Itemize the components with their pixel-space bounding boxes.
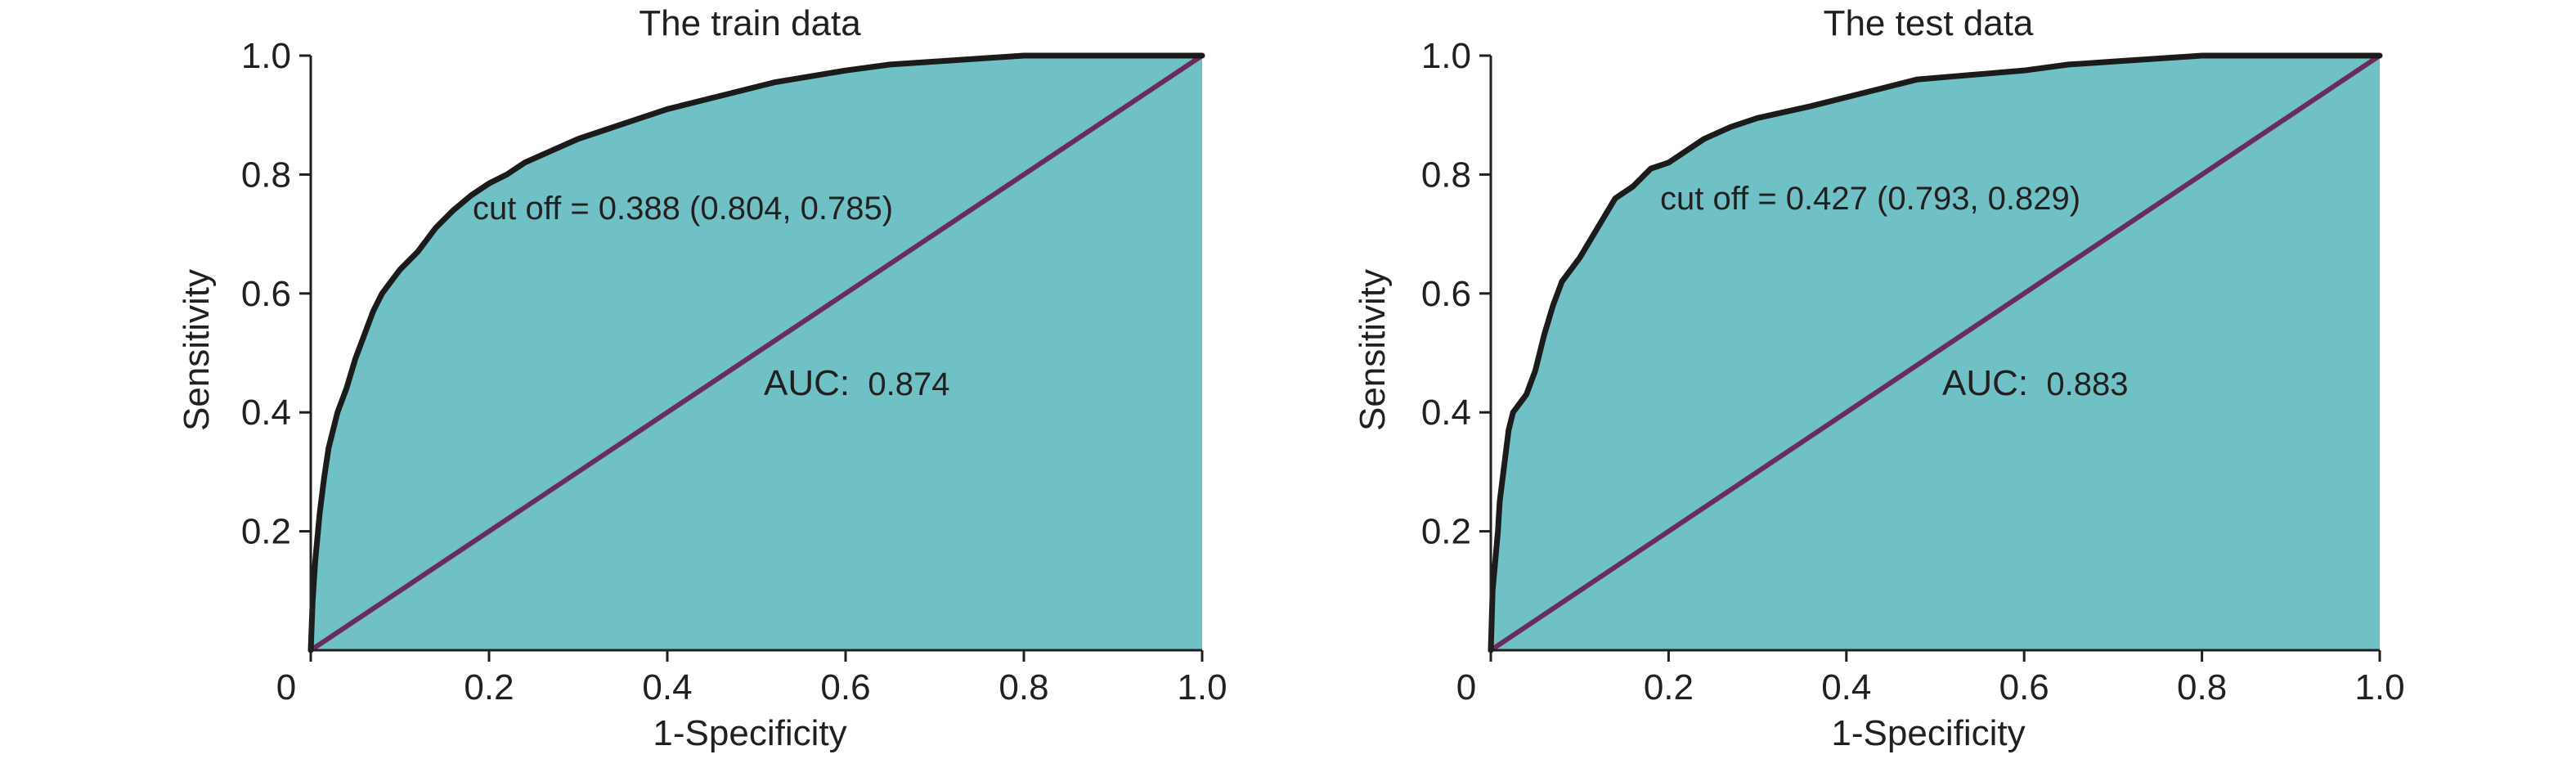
roc-curve [1488,52,2383,653]
roc-curve [307,52,1205,653]
x-tick-label: 0.8 [2177,667,2227,707]
auc-label: AUC: [1942,363,2028,403]
chart-title: The train data [639,3,861,43]
x-tick-label: 1.0 [1177,667,1227,707]
y-tick-label: 1.0 [241,36,291,76]
y-tick-label: 0.4 [241,393,291,433]
auc-value: 0.883 [2046,366,2128,402]
x-tick-label: 0.2 [1644,667,1694,707]
y-axis-label: Sensitivity [177,269,217,431]
y-tick-label: 0.8 [1421,155,1471,195]
y-tick-label: 1.0 [1421,36,1471,76]
chart-title: The test data [1824,3,2034,43]
y-axis-label: Sensitivity [1353,269,1393,431]
auc-label: AUC: [764,363,850,403]
diagonal-reference-line [1489,53,2381,653]
x-tick-label: 0 [276,667,296,707]
x-tick-label: 0.8 [999,667,1048,707]
y-tick-label: 0.2 [1421,512,1471,552]
auc-value: 0.874 [868,366,949,402]
auc-annotation: AUC: 0.874 [764,363,949,403]
y-tick-label: 0.6 [1421,274,1471,314]
chart-train: The train data 1-Specificity Sensitivity… [177,3,1227,753]
x-axis-label: 1-Specificity [653,713,846,753]
cutoff-annotation: cut off = 0.388 (0.804, 0.785) [473,191,893,227]
y-tick-label: 0.6 [241,274,291,314]
x-axis-label: 1-Specificity [1831,713,2025,753]
y-tick-label: 0.4 [1421,393,1471,433]
x-tick-label: 1.0 [2354,667,2404,707]
x-tick-label: 0.6 [820,667,870,707]
diagonal-reference-line [309,53,1204,653]
auc-annotation: AUC: 0.883 [1942,363,2128,403]
cutoff-annotation: cut off = 0.427 (0.793, 0.829) [1660,181,2080,217]
y-tick-label: 0.2 [241,512,291,552]
x-tick-label: 0 [1456,667,1476,707]
x-tick-label: 0.4 [1821,667,1871,707]
x-tick-label: 0.4 [642,667,692,707]
x-tick-label: 0.6 [1999,667,2049,707]
x-tick-label: 0.2 [464,667,514,707]
chart-test: The test data 1-Specificity Sensitivity … [1353,3,2405,753]
y-tick-label: 0.8 [241,155,291,195]
